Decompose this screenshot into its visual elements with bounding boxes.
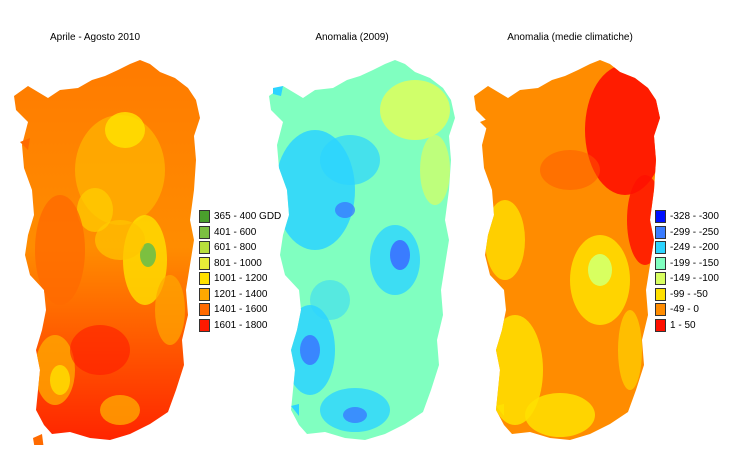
map-anomaly-2009-sardinia	[255, 50, 470, 445]
legend-label: -199 - -150	[670, 257, 719, 269]
legend-swatch	[199, 303, 210, 317]
legend-item: 601 - 800	[199, 240, 281, 256]
legend-label: 601 - 800	[214, 242, 257, 254]
legend-label: -328 - -300	[670, 211, 719, 223]
legend-swatch	[655, 318, 666, 332]
legend-label: 365 - 400 GDD	[214, 211, 282, 223]
legend-item: 1001 - 1200	[199, 271, 281, 287]
legend-label: 1201 - 1400	[214, 288, 268, 300]
map-gdd-sardinia	[0, 50, 205, 445]
legend-item: -328 - -300	[655, 209, 719, 225]
legend-item: 801 - 1000	[199, 256, 281, 272]
legend-label: 1601 - 1800	[214, 319, 268, 331]
legend-label: 401 - 600	[214, 226, 257, 238]
legend-label: 801 - 1000	[214, 257, 262, 269]
legend-item: 401 - 600	[199, 225, 281, 241]
map-title-anomaly-2009: Anomalia (2009)	[315, 32, 389, 43]
legend-swatch	[655, 303, 666, 317]
legend-swatch	[655, 225, 666, 239]
legend-label: 1 - 50	[670, 319, 696, 331]
legend-item: 1401 - 1600	[199, 302, 281, 318]
legend-label: -99 - -50	[670, 288, 708, 300]
legend-swatch	[199, 225, 210, 239]
legend-swatch	[655, 272, 666, 286]
legend-label: 1001 - 1200	[214, 273, 268, 285]
legend-label: -249 - -200	[670, 242, 719, 254]
legend-item: 1601 - 1800	[199, 318, 281, 334]
legend-swatch	[199, 256, 210, 270]
legend-item: -299 - -250	[655, 225, 719, 241]
legend-label: 1401 - 1600	[214, 304, 268, 316]
legend-swatch	[655, 241, 666, 255]
legend-item: -249 - -200	[655, 240, 719, 256]
map-title-anomaly-climate: Anomalia (medie climatiche)	[507, 32, 633, 43]
legend-item: -199 - -150	[655, 256, 719, 272]
legend-swatch	[199, 241, 210, 255]
legend-anomaly: -328 - -300 -299 - -250 -249 - -200 -199 - …	[655, 209, 719, 333]
legend-swatch	[199, 210, 210, 224]
legend-swatch	[655, 210, 666, 224]
legend-gdd: 365 - 400 GDD 401 - 600 601 - 800 801 - 100…	[199, 209, 281, 333]
legend-item: -49 - 0	[655, 302, 719, 318]
legend-swatch	[199, 287, 210, 301]
legend-label: -299 - -250	[670, 226, 719, 238]
legend-item: 1 - 50	[655, 318, 719, 334]
map-anomaly-climate-sardinia	[460, 50, 680, 445]
legend-swatch	[655, 287, 666, 301]
legend-item: 1201 - 1400	[199, 287, 281, 303]
legend-swatch	[199, 318, 210, 332]
map-title-gdd: Aprile - Agosto 2010	[49, 32, 141, 43]
legend-item: -149 - -100	[655, 271, 719, 287]
legend-label: -49 - 0	[670, 304, 699, 316]
legend-label: -149 - -100	[670, 273, 719, 285]
legend-swatch	[199, 272, 210, 286]
legend-item: 365 - 400 GDD	[199, 209, 281, 225]
legend-item: -99 - -50	[655, 287, 719, 303]
legend-swatch	[655, 256, 666, 270]
